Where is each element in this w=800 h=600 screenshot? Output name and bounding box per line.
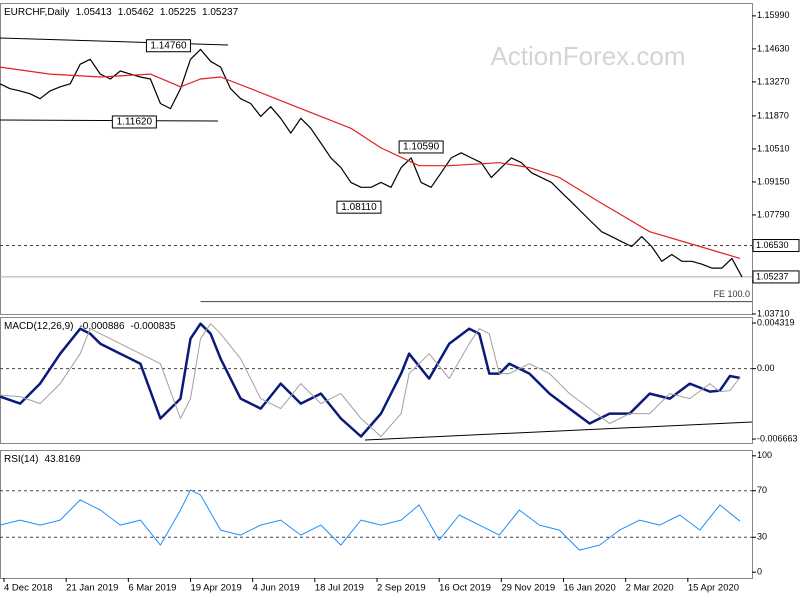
panel-header: EURCHF,Daily 1.05413 1.05462 1.05225 1.05237: [4, 7, 239, 18]
x-tick-label: 29 Nov 2019: [501, 583, 555, 594]
y-tick-label: 0: [757, 567, 762, 577]
panel-header: MACD(12,26,9) -0.000886 -0.000835: [4, 321, 176, 332]
series-line: [0, 66, 741, 259]
reading: 1.05462: [118, 7, 155, 18]
level-box: [752, 239, 800, 253]
annotation-label: 1.08110: [341, 202, 377, 213]
x-tick-label: 4 Dec 2018: [4, 583, 53, 594]
x-tick-label: 16 Jan 2020: [563, 583, 615, 594]
y-tick-label: 1.11870: [757, 110, 789, 120]
y-tick-label: 1.15990: [757, 10, 790, 20]
annotation-box: [398, 140, 444, 154]
y-tick-label: 100: [757, 450, 772, 460]
series-line: [0, 48, 743, 278]
annotation-box: [111, 115, 157, 129]
level-label: FE 100.0: [713, 289, 750, 299]
annotation-label: 1.14760: [150, 40, 187, 51]
y-tick-label: 1.07790: [757, 209, 790, 219]
panel-title: MACD(12,26,9): [4, 321, 73, 332]
level-label: 1.06530: [756, 240, 789, 250]
reading: -0.000835: [131, 321, 176, 332]
x-tick-label: 21 Jan 2019: [66, 583, 118, 594]
annotation-box: [145, 39, 191, 53]
x-tick-label: 18 Jul 2019: [315, 583, 364, 594]
price-panel: [0, 3, 753, 315]
x-tick-label: 15 Apr 2020: [688, 583, 739, 594]
series-line: [0, 322, 741, 438]
panel-title: RSI(14): [4, 454, 38, 465]
panel-title: EURCHF,Daily: [4, 7, 70, 18]
channel-top: [0, 37, 229, 46]
channel-bottom: [0, 119, 219, 122]
x-tick-label: 19 Apr 2019: [191, 583, 242, 594]
annotation-label: 1.11620: [117, 117, 153, 128]
y-tick-label: 1.10510: [757, 143, 790, 153]
series-line: [0, 489, 741, 551]
level-label: 1.05237: [756, 271, 789, 281]
y-tick-label: 70: [757, 485, 767, 495]
y-tick-label: 1.09150: [757, 176, 790, 186]
x-tick-label: 6 Mar 2019: [128, 583, 176, 594]
x-tick-label: 4 Jun 2019: [253, 583, 300, 594]
y-tick-label: -0.006663: [757, 433, 798, 443]
reading: 1.05225: [160, 7, 197, 18]
x-tick-label: 16 Oct 2019: [439, 583, 491, 594]
reading: 1.05237: [202, 7, 239, 18]
rsi-panel: [0, 450, 753, 579]
y-tick-label: 1.13270: [757, 76, 790, 86]
level-box: [752, 270, 800, 284]
y-tick-label: 1.14630: [757, 43, 790, 53]
annotation-label: 1.10590: [403, 142, 440, 153]
series-line: [0, 323, 741, 437]
reading: -0.000886: [79, 321, 124, 332]
x-tick-label: 2 Sep 2019: [377, 583, 426, 594]
y-tick-label: 0.004319: [757, 317, 795, 327]
y-tick-label: 0.00: [757, 363, 775, 373]
annotation-box: [336, 200, 382, 214]
x-tick-label: 2 Mar 2020: [626, 583, 674, 594]
reading: 43.8169: [44, 454, 81, 465]
watermark: ActionForex.com: [490, 41, 685, 71]
y-tick-label: 30: [757, 532, 767, 542]
macd-trendline: [364, 421, 753, 441]
reading: 1.05413: [76, 7, 113, 18]
y-tick-label: 1.03710: [757, 308, 790, 318]
panel-header: RSI(14) 43.8169: [4, 454, 81, 465]
macd-panel: [0, 317, 753, 444]
